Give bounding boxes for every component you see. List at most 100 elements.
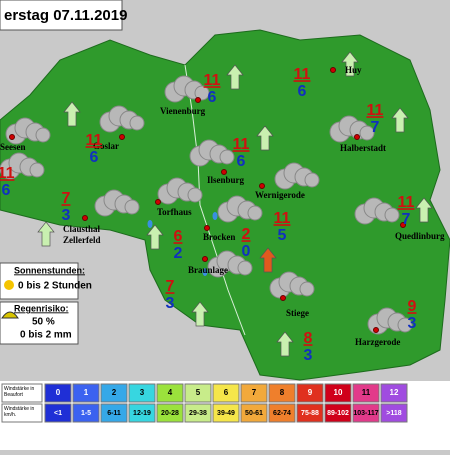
raindrop xyxy=(212,212,218,220)
beaufort-cell xyxy=(184,383,212,403)
kmh-label: Windstärke in km/h. xyxy=(4,406,35,418)
sun-label: Sonnenstunden: xyxy=(14,265,85,275)
beaufort-value: 6 xyxy=(224,388,229,397)
kmh-value: 103-117 xyxy=(353,410,378,417)
place-label: Clausthal xyxy=(63,224,101,234)
beaufort-value: 1 xyxy=(84,388,89,397)
place-dot xyxy=(259,183,265,189)
beaufort-value: 8 xyxy=(280,388,285,397)
state-border xyxy=(184,64,246,336)
cloud-part xyxy=(187,187,203,203)
rain-box xyxy=(0,301,79,345)
max-temperature: 11 xyxy=(274,210,291,227)
cloud xyxy=(157,177,203,205)
cloud-part xyxy=(124,199,140,215)
place-dot xyxy=(330,67,336,73)
min-temperature: 6 xyxy=(2,182,11,199)
min-temperature: 0 xyxy=(242,243,251,260)
place-dot xyxy=(82,215,88,221)
beaufort-label: Windstärke in Beaufort xyxy=(4,386,35,398)
kmh-cell xyxy=(184,403,212,423)
kmh-cell xyxy=(268,403,296,423)
min-temperature: 6 xyxy=(208,89,217,106)
cloud xyxy=(189,139,235,167)
beaufort-cell xyxy=(324,383,352,403)
beaufort-value: 12 xyxy=(390,388,399,397)
place-label: Wernigerode xyxy=(255,190,305,200)
kmh-value: 75-88 xyxy=(301,410,319,417)
max-temperature: 11 xyxy=(204,72,221,89)
title: erstag 07.11.2019 xyxy=(4,7,127,24)
place-label: Vienenburg xyxy=(160,106,206,116)
cloud xyxy=(5,117,51,145)
cloud-part xyxy=(29,162,45,178)
cloud-part xyxy=(247,205,263,221)
place-dot xyxy=(221,169,227,175)
beaufort-value: 0 xyxy=(56,388,61,397)
wind-arrow xyxy=(341,51,359,77)
kmh-label-box: Windstärke in km/h. xyxy=(4,406,35,418)
kmh-value: 50-61 xyxy=(245,410,263,417)
place-dot xyxy=(280,295,286,301)
wind-arrow xyxy=(146,224,164,250)
cloud xyxy=(274,162,320,190)
cloud-part xyxy=(194,85,210,101)
place-dot xyxy=(354,134,360,140)
beaufort-value: 7 xyxy=(252,388,257,397)
kmh-cell xyxy=(156,403,184,423)
beaufort-cell xyxy=(156,383,184,403)
cloud xyxy=(217,195,263,223)
place-dot xyxy=(400,222,406,228)
kmh-cell xyxy=(324,403,352,423)
place-label: Ilsenburg xyxy=(207,175,245,185)
cloud-part xyxy=(299,281,315,297)
beaufort-cell xyxy=(268,383,296,403)
kmh-cell xyxy=(240,403,268,423)
sun-value: 0 bis 2 Stunden xyxy=(18,281,92,292)
beaufort-cell xyxy=(352,383,380,403)
place-label: Seesen xyxy=(0,142,26,152)
min-temperature: 6 xyxy=(90,149,99,166)
beaufort-label-box: Windstärke in Beaufort xyxy=(4,386,35,398)
kmh-value: 62-74 xyxy=(273,410,291,417)
cloud-part xyxy=(359,125,375,141)
rain-label: Regenrisiko: xyxy=(14,303,69,313)
max-temperature: 11 xyxy=(86,132,103,149)
kmh-cell xyxy=(380,403,408,423)
sun-box xyxy=(0,262,79,300)
cloud xyxy=(269,271,315,299)
min-temperature: 6 xyxy=(237,153,246,170)
kmh-cell xyxy=(296,403,324,423)
place-label: Huy xyxy=(345,65,362,75)
place-dot xyxy=(9,134,15,140)
beaufort-value: 5 xyxy=(196,388,201,397)
place-label: Quedlinburg xyxy=(395,231,445,241)
beaufort-cell xyxy=(72,383,100,403)
cloud-part xyxy=(384,207,400,223)
kmh-cell xyxy=(212,403,240,423)
place-dot xyxy=(202,256,208,262)
min-temperature: 3 xyxy=(408,315,417,332)
rain-amount: 0 bis 2 mm xyxy=(20,330,72,341)
legend-cell xyxy=(1,403,43,423)
kmh-cell xyxy=(100,403,128,423)
place-label: Torfhaus xyxy=(157,207,192,217)
place-dot xyxy=(204,225,210,231)
title-box xyxy=(0,0,123,31)
wind-arrow xyxy=(37,221,55,247)
kmh-value: 20-28 xyxy=(161,410,179,417)
beaufort-cell xyxy=(240,383,268,403)
place-dot xyxy=(195,97,201,103)
wind-arrow xyxy=(256,125,274,151)
min-temperature: 3 xyxy=(304,347,313,364)
beaufort-value: 4 xyxy=(168,388,173,397)
cloud-part xyxy=(397,317,413,333)
kmh-cell xyxy=(72,403,100,423)
min-temperature: 5 xyxy=(278,227,287,244)
max-temperature: 6 xyxy=(174,228,183,245)
kmh-value: >118 xyxy=(386,410,401,417)
beaufort-cell xyxy=(212,383,240,403)
cloud xyxy=(207,250,253,278)
raindrop xyxy=(147,220,153,228)
rain-chance: 50 % xyxy=(32,317,55,328)
